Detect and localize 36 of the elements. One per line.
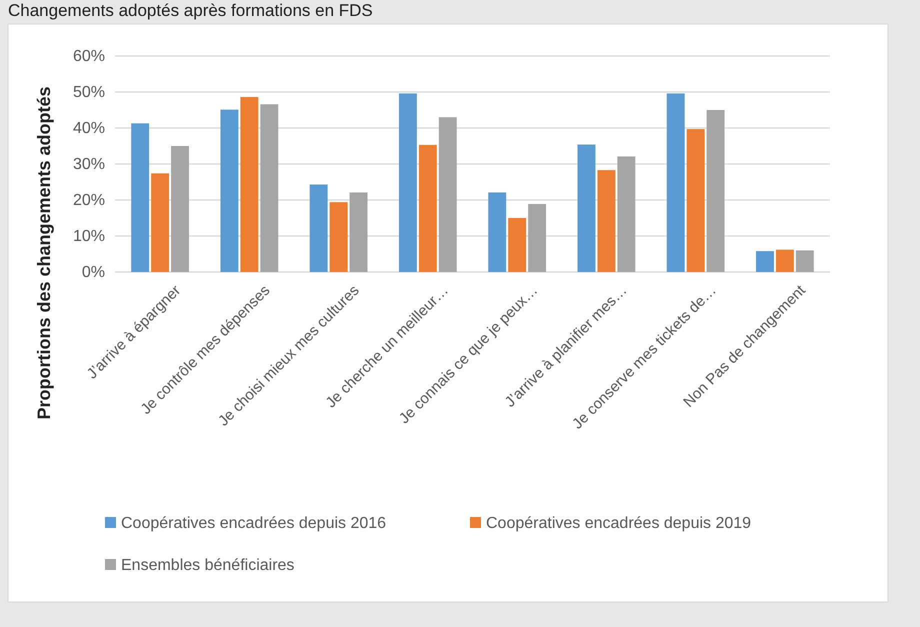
bar [398, 93, 417, 272]
chart-title: Changements adoptés après formations en FDS [8, 1, 373, 20]
bar [617, 156, 636, 272]
bar [706, 110, 725, 272]
bar [528, 204, 546, 272]
bar [796, 250, 814, 272]
y-axis-title: Proportions des changements adoptés [34, 86, 54, 420]
bar [577, 144, 596, 272]
bar [330, 202, 348, 272]
y-tick-label: 60% [72, 48, 105, 66]
bar [171, 146, 189, 272]
y-tick-label: 30% [72, 156, 105, 174]
bar [776, 250, 794, 272]
legend-label: Coopératives encadrées depuis 2019 [486, 515, 752, 532]
legend-label: Ensembles bénéficiaires [121, 557, 294, 574]
bar [597, 170, 616, 272]
bar [350, 192, 368, 272]
y-tick-label: 0% [82, 264, 105, 282]
bar [131, 123, 150, 272]
y-tick-label: 10% [72, 228, 105, 246]
y-tick-label: 40% [72, 120, 105, 138]
y-tick-label: 50% [72, 84, 105, 102]
legend-label: Coopératives encadrées depuis 2016 [121, 515, 386, 532]
bar [260, 104, 278, 272]
bar [756, 251, 774, 272]
y-tick-label: 20% [72, 192, 105, 210]
bar [151, 173, 170, 272]
bar [488, 192, 506, 272]
bar [508, 218, 526, 272]
bar [240, 97, 258, 272]
bar [220, 110, 238, 272]
bar [686, 129, 705, 272]
bar [310, 184, 328, 272]
bar [418, 144, 437, 272]
bar [438, 117, 457, 272]
bar [666, 93, 685, 272]
